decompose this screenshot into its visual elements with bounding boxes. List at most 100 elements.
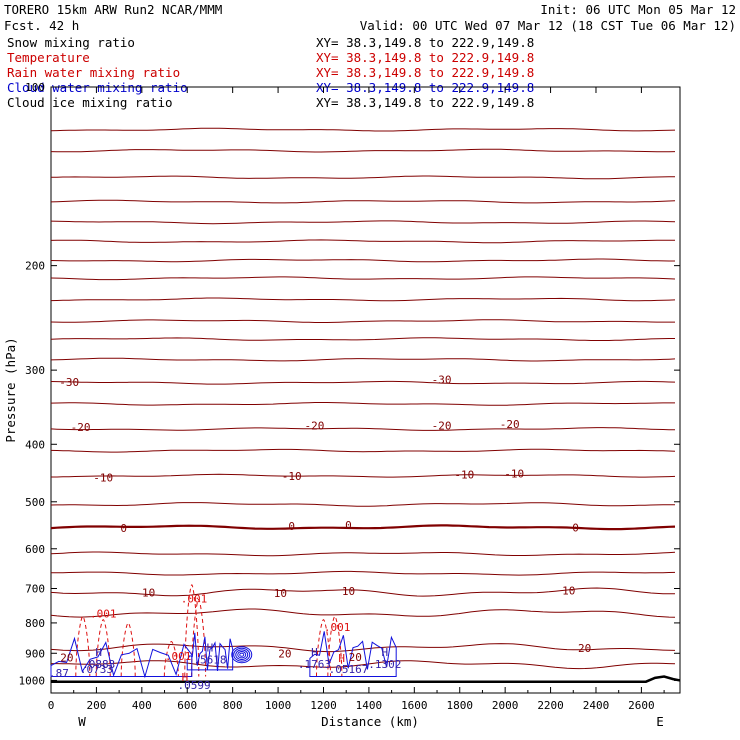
y-tick-label: 600 — [25, 543, 45, 556]
temperature-label: 20 — [60, 651, 73, 664]
temperature-label: 20 — [278, 647, 291, 660]
rain-contour — [315, 619, 331, 677]
cloud-max-marker: H — [311, 646, 318, 659]
temperature-label: 20 — [578, 642, 591, 655]
x-tick-label: 1000 — [265, 699, 292, 712]
terrain — [51, 675, 681, 683]
x-tick-label: 1800 — [446, 699, 473, 712]
init-time: Init: 06 UTC Mon 05 Mar 12 — [540, 2, 736, 17]
cloud-contour — [309, 631, 397, 678]
isotherm-line — [50, 337, 675, 341]
isotherm-line — [50, 297, 676, 302]
temperature-label: -10 — [93, 471, 113, 484]
temperature-label: 0 — [572, 521, 579, 534]
isotherm-line — [51, 473, 676, 478]
temperature-label: -30 — [432, 373, 452, 386]
cloud-markers: H.0883H.5618H.1763H.1302.05167.0599.0733… — [49, 641, 401, 692]
y-tick-label: 700 — [25, 583, 45, 596]
rain-contour — [120, 622, 136, 677]
temperature-label: 10 — [142, 587, 155, 600]
rain-contour — [163, 641, 179, 677]
legend-xy-cloud-ice: XY= 38.3,149.8 to 222.9,149.8 — [316, 95, 534, 110]
cloud-max-marker: H — [95, 646, 102, 659]
isotherm-line — [50, 319, 675, 323]
temperature-label: -30 — [59, 376, 79, 389]
cloud-max-value: .0733 — [80, 663, 113, 676]
cloud-max-value: .0599 — [177, 679, 210, 692]
isotherm-line — [50, 276, 676, 281]
forecast-hour: Fcst. 42 h — [4, 18, 79, 33]
temperature-label: -20 — [304, 420, 324, 433]
x-tick-label: 1600 — [401, 699, 428, 712]
isotherm-line-lower — [51, 570, 676, 576]
x-tick-label: 800 — [223, 699, 243, 712]
legend-label-temperature: Temperature — [7, 50, 90, 65]
x-tick-label: 2200 — [537, 699, 564, 712]
x-tick-label: 2600 — [628, 699, 655, 712]
x-axis-label: Distance (km) — [321, 714, 419, 729]
isotherm-line — [50, 148, 676, 153]
cloud-max-value: .5618 — [193, 653, 226, 666]
legend-xy-rain: XY= 38.3,149.8 to 222.9,149.8 — [316, 65, 534, 80]
y-tick-label: 800 — [25, 617, 45, 630]
y-tick-label-top: 100 — [25, 81, 45, 94]
x-tick-label: 0 — [48, 699, 55, 712]
cloud-water-contours — [50, 631, 397, 679]
isotherm-line-lower — [50, 587, 675, 597]
temperature-label: 0 — [120, 522, 127, 535]
cloud-max-marker: H — [207, 641, 214, 654]
rain-label: H — [182, 671, 189, 684]
rain-labels: .001 .001 .001 .001 H H — [90, 593, 350, 684]
y-tick-label: 200 — [25, 260, 45, 273]
plot-frame — [50, 86, 681, 694]
isotherm-line — [50, 175, 675, 180]
y-tick-label: 500 — [25, 496, 45, 509]
cloud-max-value: .87 — [49, 667, 69, 680]
isotherm-line — [50, 448, 676, 453]
x-tick-label: 2000 — [492, 699, 519, 712]
isotherm-line — [50, 380, 676, 385]
legend-xy-temperature: XY= 38.3,149.8 to 222.9,149.8 — [316, 50, 534, 65]
cloud-ring — [231, 646, 253, 664]
run-title: TORERO 15km ARW Run2 NCAR/MMM — [4, 2, 222, 17]
temperature-label: -20 — [500, 418, 520, 431]
x-tick-label: 400 — [132, 699, 152, 712]
y-tick-label: 1000 — [19, 674, 46, 687]
x-tick-label: 2400 — [583, 699, 610, 712]
cloud-ring — [239, 652, 245, 657]
y-tick-label: 900 — [25, 647, 45, 660]
cloud-ring — [235, 649, 249, 660]
rain-label: .001 — [165, 650, 192, 663]
y-tick-label: 300 — [25, 364, 45, 377]
isotherm-line — [50, 258, 675, 263]
east-label: E — [656, 714, 664, 729]
legend: Snow mixing ratio XY= 38.3,149.8 to 222.… — [7, 35, 534, 110]
rain-label: H — [338, 652, 345, 665]
isotherm-line-lower — [50, 524, 676, 531]
temperature-labels: -30 -30 -20 -20 -20 -20 -10 -10 -10 -10 0 0 0 0 10 10 10… — [59, 373, 591, 664]
legend-label-snow: Snow mixing ratio — [7, 35, 135, 50]
temperature-label: 20 — [349, 651, 362, 664]
cloud-max-value: .0883 — [82, 658, 115, 671]
isotherm-line-lower — [50, 608, 676, 618]
cloud-contour — [50, 636, 193, 679]
temperature-label: -20 — [432, 420, 452, 433]
temperature-label: -10 — [504, 467, 524, 480]
cloud-contour — [186, 632, 234, 671]
cloud-ring — [233, 647, 251, 662]
rain-contours — [75, 584, 343, 677]
isotherm-line — [50, 127, 676, 132]
temperature-label: -10 — [454, 469, 474, 482]
isotherm-line — [50, 239, 675, 244]
isotherm-line — [50, 220, 676, 225]
rain-contour — [95, 619, 111, 677]
terrain-line — [51, 675, 681, 683]
cloud-max-value: .05167 — [329, 663, 369, 676]
temperature-label: 0 — [288, 520, 295, 533]
temperature-label: 10 — [274, 587, 287, 600]
rain-label: .001 — [324, 621, 351, 634]
isotherm-line-lower — [50, 643, 676, 653]
x-tick-label: 600 — [177, 699, 197, 712]
isotherm-line — [50, 357, 676, 362]
